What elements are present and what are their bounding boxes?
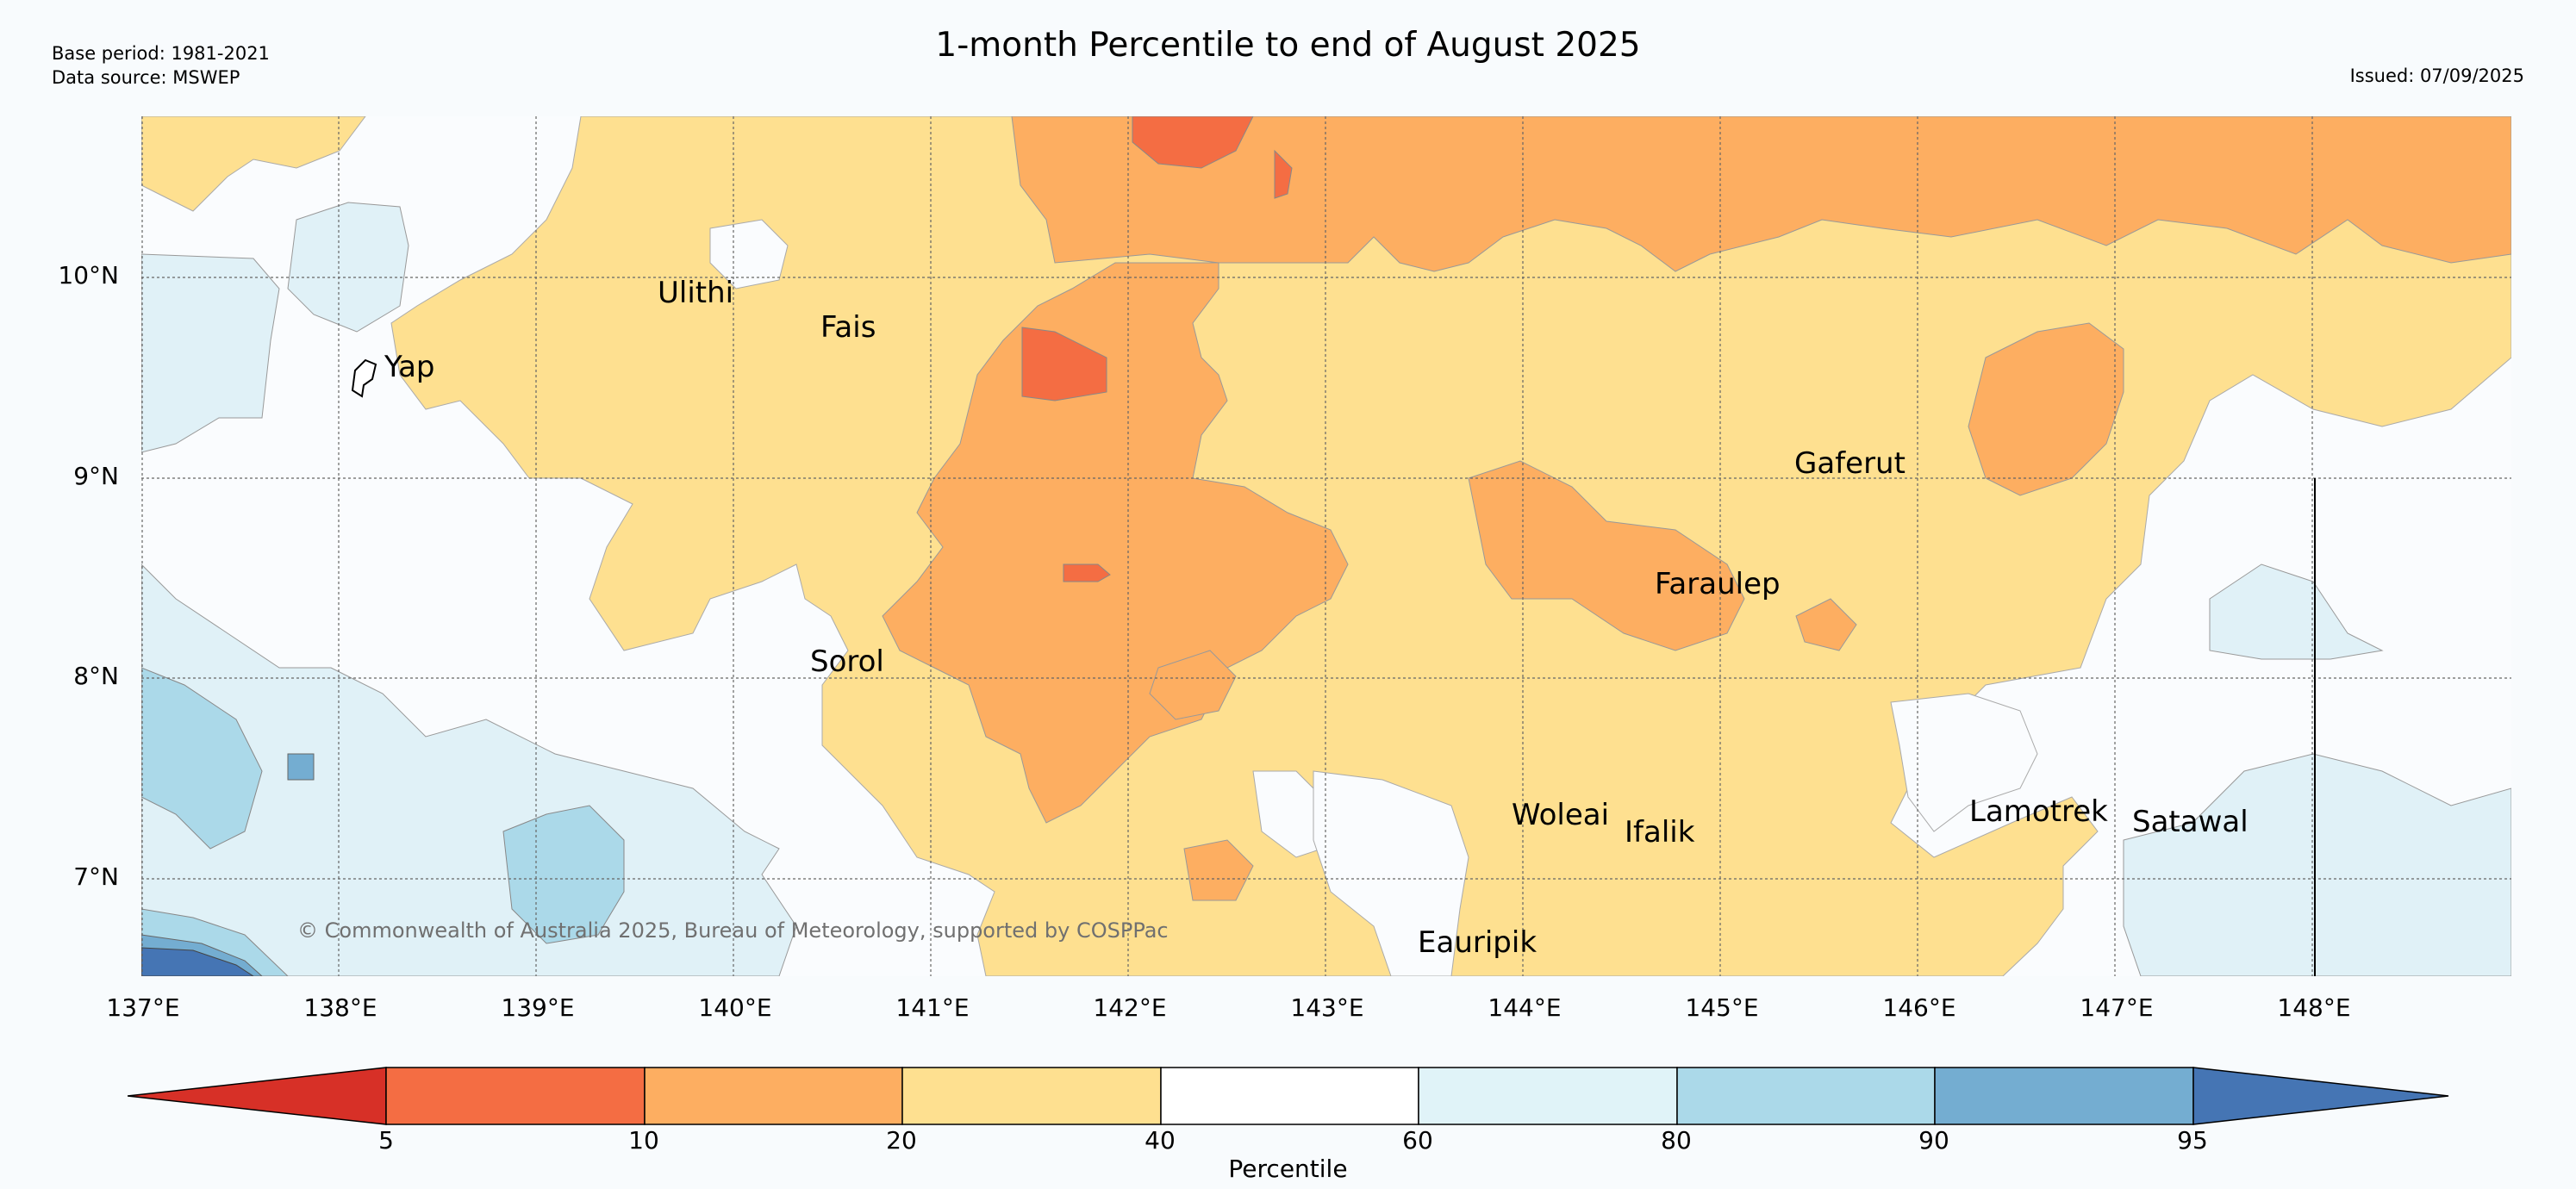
colorbar-bin-80-90 — [1676, 1067, 1936, 1125]
contour-60-80-nw — [141, 253, 280, 453]
base-period-text: Base period: 1981-2021 — [52, 43, 270, 64]
colorbar-tick-5: 5 — [378, 1126, 394, 1155]
contour-10-20-south — [1149, 650, 1237, 720]
place-label-eauripik: Eauripik — [1418, 925, 1537, 960]
contour-20-40-main — [390, 116, 2511, 976]
colorbar-tick-95: 95 — [2177, 1126, 2208, 1155]
contour-60-80-east — [2209, 563, 2384, 660]
lon-label-147e: 147°E — [2080, 993, 2154, 1022]
yap-island-outline — [351, 358, 377, 398]
contour-80-90-sw — [141, 667, 263, 850]
contour-20-40-nw — [141, 116, 366, 212]
contour-60-80-se — [2123, 753, 2511, 976]
place-label-ifalik: Ifalik — [1625, 815, 1695, 850]
colorbar-tick-10: 10 — [628, 1126, 659, 1155]
colorbar — [128, 1067, 2449, 1125]
place-label-faraulep: Faraulep — [1655, 567, 1781, 601]
lon-label-137e: 137°E — [106, 993, 180, 1022]
colorbar-bin-90-95 — [1934, 1067, 2194, 1125]
contour-60-80-sw — [141, 563, 797, 976]
colorbar-over-arrow — [2192, 1067, 2449, 1125]
data-source-text: Data source: MSWEP — [52, 67, 240, 88]
place-label-satawal: Satawal — [2132, 805, 2249, 839]
lon-label-139e: 139°E — [501, 993, 575, 1022]
contour-10-20-central — [882, 262, 1349, 824]
place-label-woleai: Woleai — [1512, 798, 1610, 832]
colorbar-tick-90: 90 — [1918, 1126, 1949, 1155]
lat-label-8n: 8°N — [73, 662, 119, 690]
map-metadata: Base period: 1981-2021 Data source: MSWE… — [52, 41, 270, 90]
contour-10-20-gaferut — [1968, 322, 2124, 496]
colorbar-tick-20: 20 — [886, 1126, 917, 1155]
contour-40-60-hole-4 — [1890, 693, 2038, 832]
copyright-notice: © Commonwealth of Australia 2025, Bureau… — [297, 918, 1169, 943]
colorbar-bin-5-10 — [385, 1067, 646, 1125]
lat-label-9n: 9°N — [73, 462, 119, 490]
lon-label-144e: 144°E — [1488, 993, 1562, 1022]
place-label-gaferut: Gaferut — [1794, 446, 1905, 481]
colorbar-under-arrow — [128, 1067, 387, 1125]
lon-label-145e: 145°E — [1685, 993, 1759, 1022]
lon-label-146e: 146°E — [1882, 993, 1956, 1022]
percentile-map — [141, 116, 2511, 976]
colorbar-bin-60-80 — [1418, 1067, 1678, 1125]
lon-label-141e: 141°E — [895, 993, 970, 1022]
contour-80-90-south — [502, 805, 625, 944]
place-label-sorol: Sorol — [810, 644, 884, 679]
map-svg — [141, 116, 2511, 976]
colorbar-tick-40: 40 — [1145, 1126, 1176, 1155]
contour-60-80-yap-north — [287, 202, 409, 333]
graticule — [141, 116, 2511, 976]
place-label-yap: Yap — [384, 350, 435, 384]
colorbar-bin-10-20 — [644, 1067, 903, 1125]
place-label-ulithi: Ulithi — [658, 276, 734, 310]
contour-10-20-east — [1795, 598, 1857, 651]
contour-5-10-patch — [1063, 563, 1111, 582]
contour-10-20-faraulep — [1468, 460, 1745, 651]
lon-label-138e: 138°E — [303, 993, 377, 1022]
contour-5-10-north — [1132, 116, 1254, 169]
colorbar-bin-40-60 — [1160, 1067, 1419, 1125]
issued-date: Issued: 07/09/2025 — [2349, 65, 2524, 86]
page-title: 1-month Percentile to end of August 2025 — [935, 26, 1641, 65]
contour-5-10-center — [1021, 327, 1107, 402]
colorbar-tick-60: 60 — [1402, 1126, 1433, 1155]
colorbar-tick-80: 80 — [1661, 1126, 1692, 1155]
lon-label-142e: 142°E — [1093, 993, 1167, 1022]
place-label-fais: Fais — [820, 310, 876, 345]
contour-40-60-hole-1 — [709, 219, 789, 289]
lat-label-10n: 10°N — [58, 261, 119, 289]
place-label-lamotrek: Lamotrek — [1969, 794, 2108, 829]
contour-5-10-spot — [1274, 149, 1293, 199]
contour-10-20-patch — [1183, 839, 1254, 901]
colorbar-bin-20-40 — [901, 1067, 1162, 1125]
colorbar-title: Percentile — [1228, 1155, 1348, 1183]
lon-label-148e: 148°E — [2277, 993, 2351, 1022]
lon-label-140e: 140°E — [698, 993, 772, 1022]
contour-40-60-hole-3 — [1313, 770, 1469, 976]
contour-90-95-spot — [287, 753, 315, 781]
contour-95-plus — [141, 947, 254, 976]
lat-label-7n: 7°N — [73, 862, 119, 891]
lon-label-143e: 143°E — [1290, 993, 1364, 1022]
contour-10-20-north — [1011, 116, 2511, 272]
